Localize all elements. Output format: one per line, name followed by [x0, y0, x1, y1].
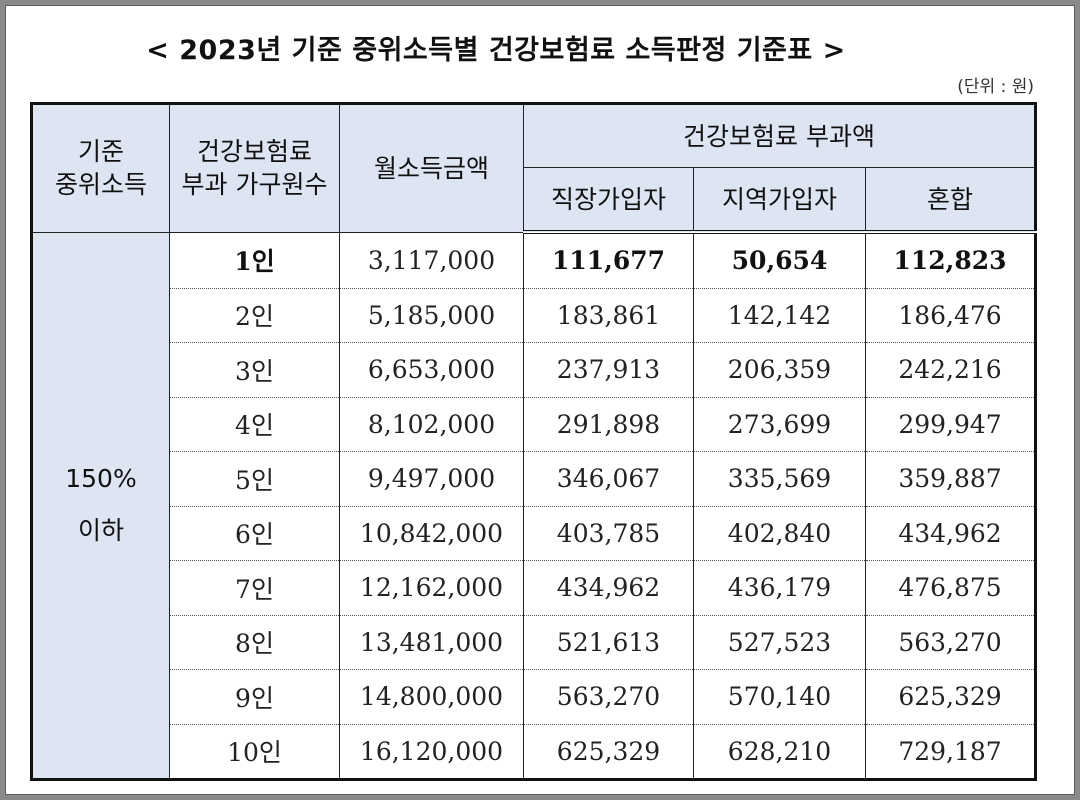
cell-regional: 527,523: [693, 614, 866, 670]
table-row: 5인 9,497,000 346,067 335,569 359,887: [32, 451, 1037, 507]
cell-income: 12,162,000: [339, 560, 524, 616]
table-row: 2인 5,185,000 183,861 142,142 186,476: [32, 287, 1037, 343]
cell-regional: 335,569: [693, 451, 866, 507]
header-workplace: 직장가입자: [523, 167, 694, 234]
cell-workplace: 183,861: [523, 287, 694, 343]
cell-regional: 436,179: [693, 560, 866, 616]
cell-workplace: 346,067: [523, 451, 694, 507]
table-row: 10인 16,120,000 625,329 628,210 729,187: [32, 723, 1037, 780]
cell-members: 9인: [169, 669, 340, 725]
cell-workplace: 521,613: [523, 614, 694, 670]
group-label: 150% 이하: [31, 232, 170, 780]
table-row: 4인 8,102,000 291,898 273,699 299,947: [32, 396, 1037, 452]
cell-workplace: 291,898: [523, 396, 694, 452]
header-premium: 건강보험료 부과액: [522, 103, 1037, 168]
cell-workplace: 563,270: [523, 669, 694, 725]
table-row: 8인 13,481,000 521,613 527,523 563,270: [32, 614, 1037, 670]
table-row: 150% 이하 1인 3,117,000 111,677 50,654 112,…: [31, 232, 1037, 780]
cell-mixed: 359,887: [864, 451, 1037, 507]
cell-mixed: 242,216: [864, 342, 1037, 398]
cell-workplace: 403,785: [523, 505, 694, 561]
cell-mixed: 563,270: [864, 614, 1037, 670]
cell-members: 6인: [169, 505, 340, 561]
cell-income: 8,102,000: [339, 396, 524, 452]
cell-mixed: 476,875: [864, 560, 1037, 616]
table-row: 6인 10,842,000 403,785 402,840 434,962: [32, 505, 1037, 561]
cell-income: 16,120,000: [339, 723, 524, 780]
cell-regional: 402,840: [693, 505, 866, 561]
cell-regional: 273,699: [693, 396, 866, 452]
cell-workplace: 111,677: [523, 232, 694, 289]
cell-regional: 142,142: [693, 287, 866, 343]
cell-regional: 50,654: [693, 232, 866, 289]
header-regional: 지역가입자: [693, 167, 866, 234]
cell-income: 13,481,000: [339, 614, 524, 670]
cell-workplace: 434,962: [523, 560, 694, 616]
cell-workplace: 625,329: [523, 723, 694, 780]
cell-members: 8인: [169, 614, 340, 670]
cell-mixed: 729,187: [864, 723, 1037, 780]
cell-income: 14,800,000: [339, 669, 524, 725]
cell-members: 2인: [169, 287, 340, 343]
cell-income: 6,653,000: [339, 342, 524, 398]
cell-mixed: 434,962: [864, 505, 1037, 561]
header-monthly-income: 월소득금액: [339, 103, 524, 233]
header-mixed: 혼합: [864, 167, 1037, 234]
cell-mixed: 186,476: [864, 287, 1037, 343]
cell-members: 10인: [169, 723, 340, 780]
cell-income: 10,842,000: [339, 505, 524, 561]
cell-members: 5인: [169, 451, 340, 507]
cell-regional: 206,359: [693, 342, 866, 398]
table-row: 9인 14,800,000 563,270 570,140 625,329: [32, 669, 1037, 725]
cell-mixed: 112,823: [864, 232, 1037, 289]
cell-members: 1인: [169, 232, 340, 289]
cell-members: 4인: [169, 396, 340, 452]
cell-regional: 628,210: [693, 723, 866, 780]
table-body: 150% 이하 1인 3,117,000 111,677 50,654 112,…: [31, 232, 1037, 780]
cell-members: 7인: [169, 560, 340, 616]
table-row: 3인 6,653,000 237,913 206,359 242,216: [32, 342, 1037, 398]
cell-regional: 570,140: [693, 669, 866, 725]
header-household-members: 건강보험료 부과 가구원수: [169, 103, 340, 233]
cell-income: 5,185,000: [339, 287, 524, 343]
document-frame: < 2023년 기준 중위소득별 건강보험료 소득판정 기준표 > (단위 : …: [6, 6, 1074, 794]
cell-income: 3,117,000: [339, 232, 524, 289]
cell-workplace: 237,913: [523, 342, 694, 398]
cell-mixed: 299,947: [864, 396, 1037, 452]
premium-table: 기준 중위소득 건강보험료 부과 가구원수 월소득금액 건강보험료 부과액 직장…: [30, 102, 1038, 781]
unit-label: (단위 : 원): [957, 77, 1034, 97]
page-title: < 2023년 기준 중위소득별 건강보험료 소득판정 기준표 >: [146, 35, 846, 66]
cell-income: 9,497,000: [339, 451, 524, 507]
cell-mixed: 625,329: [864, 669, 1037, 725]
cell-members: 3인: [169, 342, 340, 398]
table-row: 7인 12,162,000 434,962 436,179 476,875: [32, 560, 1037, 616]
header-median-income: 기준 중위소득: [31, 103, 170, 233]
